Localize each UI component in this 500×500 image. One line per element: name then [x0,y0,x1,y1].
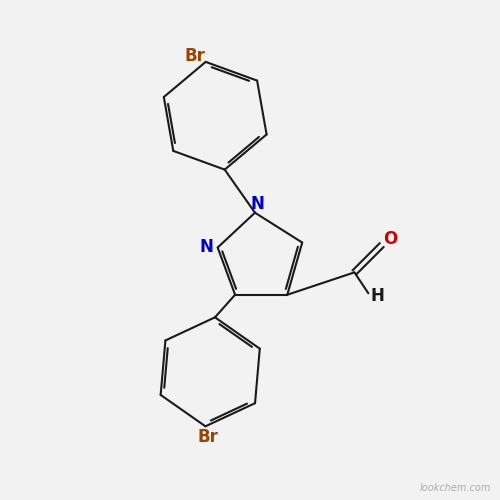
Text: H: H [370,286,384,304]
Text: O: O [384,230,398,248]
Text: Br: Br [198,428,218,446]
Text: lookchem.com: lookchem.com [420,482,491,492]
Text: Br: Br [184,47,205,65]
Text: N: N [250,195,264,213]
Text: N: N [200,238,213,256]
